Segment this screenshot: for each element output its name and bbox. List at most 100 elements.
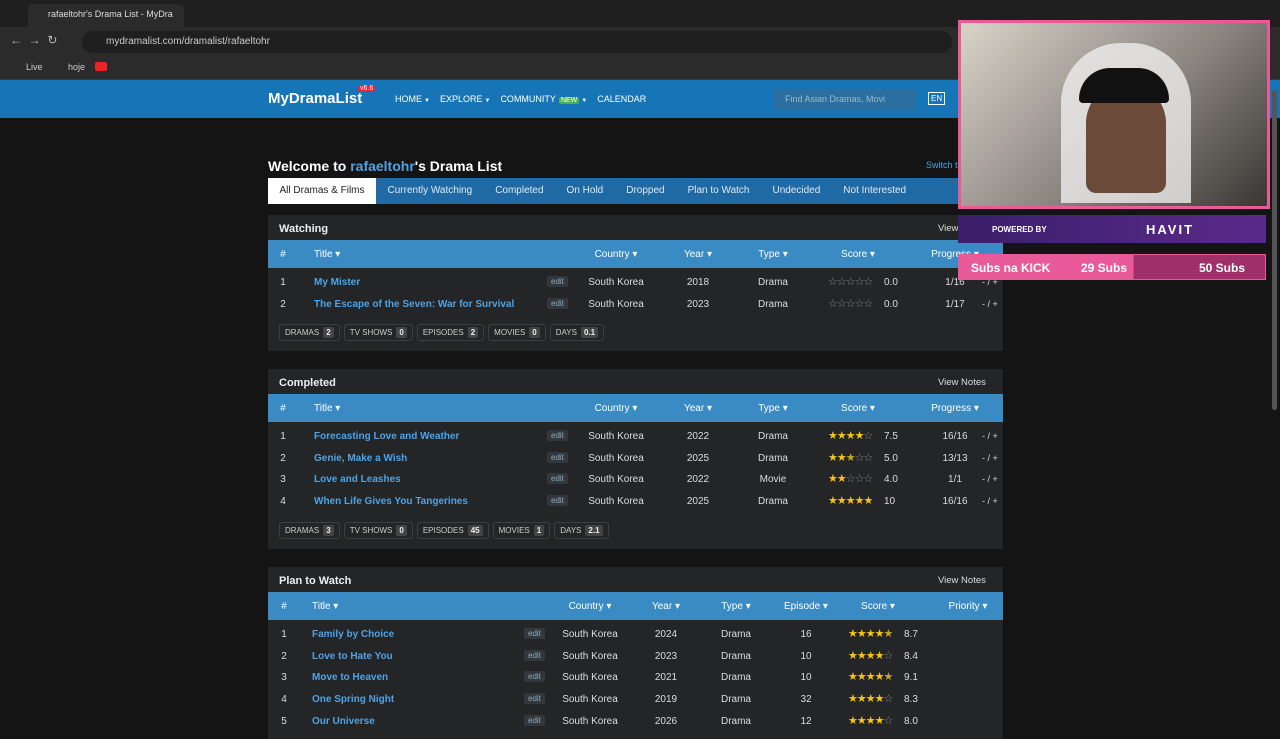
edit-button[interactable]: edit — [524, 649, 545, 661]
cell: 2022 — [686, 474, 710, 486]
star: ★ — [848, 693, 858, 706]
tab[interactable]: Completed — [495, 185, 544, 196]
column-header[interactable]: Title ▾ — [312, 601, 339, 612]
title-link[interactable]: Forecasting Love and Weather — [314, 431, 460, 442]
welcome-prefix: Welcome to — [268, 158, 351, 174]
stat-value: 0.1 — [580, 327, 599, 339]
column-header[interactable]: Year ▾ — [651, 601, 681, 612]
active-tab[interactable]: rafaeltohr's Drama List - MyDra — [28, 4, 184, 27]
cell: 4 — [281, 694, 287, 706]
title-link[interactable]: Genie, Make a Wish — [314, 452, 408, 464]
user[interactable]: rafaeltohr — [350, 158, 415, 174]
title-link[interactable]: The Escape of the Seven: War for Surviva… — [314, 298, 515, 310]
progress-adjust[interactable]: - / + — [982, 431, 998, 441]
title-link[interactable]: Love and Leashes — [314, 474, 401, 486]
column-header[interactable]: Type ▾ — [758, 403, 788, 414]
title-link[interactable]: One Spring Night — [312, 694, 395, 706]
edit-button[interactable]: edit — [547, 430, 568, 441]
stat-label: MOVIES — [494, 328, 526, 338]
nav-label: COMMUNITY — [500, 94, 556, 104]
cell: 2 — [280, 452, 286, 464]
url-field[interactable]: mydramalist.com/dramalist/rafaeltohr — [82, 31, 952, 53]
title-link[interactable]: Our Universe — [312, 715, 375, 727]
column-header[interactable]: Country ▾ — [594, 403, 638, 414]
cell: 16/16 — [942, 431, 968, 442]
column-header[interactable]: Type ▾ — [758, 249, 788, 260]
column-header[interactable]: Year ▾ — [683, 249, 713, 260]
column-header[interactable]: Title ▾ — [314, 249, 341, 260]
column-header[interactable]: Score ▾ — [841, 249, 875, 260]
tab[interactable]: Plan to Watch — [687, 185, 750, 196]
view-notes[interactable]: View Notes — [938, 377, 986, 388]
star: ★ — [848, 649, 858, 662]
star: ☆ — [854, 451, 865, 464]
logo[interactable]: MyDramaList — [268, 90, 363, 107]
nav-item[interactable]: COMMUNITY NEW ▼ — [500, 94, 587, 104]
view-notes[interactable]: View Notes — [938, 575, 986, 586]
progress-adjust[interactable]: - / + — [982, 277, 998, 287]
tab[interactable]: On Hold — [566, 185, 604, 196]
star: ★ — [845, 495, 856, 508]
column-header[interactable]: Score ▾ — [841, 403, 875, 414]
edit-button[interactable]: edit — [547, 297, 568, 309]
bookmark[interactable]: hoje — [68, 62, 86, 72]
nav-item[interactable]: HOME ▼ — [395, 94, 430, 104]
scrollbar[interactable] — [1272, 90, 1277, 410]
edit-button[interactable]: edit — [524, 714, 545, 726]
cell: Drama — [757, 298, 788, 310]
edit-button[interactable]: edit — [524, 693, 545, 705]
tab[interactable]: All Dramas & Films — [268, 178, 377, 204]
title-link[interactable]: Move to Heaven — [312, 672, 389, 684]
score-stars: ★★★★☆ — [848, 714, 893, 727]
progress-adjust[interactable]: - / + — [982, 452, 998, 463]
title-link[interactable]: Family by Choice — [312, 629, 395, 640]
column-header[interactable]: Score ▾ — [861, 601, 895, 612]
column-header[interactable]: Priority ▾ — [948, 601, 988, 612]
tab[interactable]: Undecided — [772, 185, 821, 196]
title-link[interactable]: My Mister — [314, 277, 361, 288]
score: 8.4 — [904, 650, 918, 662]
list-section: Completed View Notes # Title ▾ Country ▾ Year… — [268, 369, 1003, 549]
column-header[interactable]: Country ▾ — [594, 249, 638, 260]
switch-link[interactable]: Switch t — [926, 160, 958, 170]
nav-item[interactable]: CALENDAR — [597, 94, 646, 104]
progress-adjust[interactable]: - / + — [982, 474, 998, 485]
column-header[interactable]: Type ▾ — [721, 601, 751, 612]
score-stars: ☆☆☆☆☆ — [828, 297, 873, 310]
search[interactable]: Find Asian Dramas, Movi — [774, 89, 916, 110]
edit-button[interactable]: edit — [524, 671, 545, 683]
tab-title: rafaeltohr's Drama List - MyDra — [48, 9, 173, 19]
column-header[interactable]: Year ▾ — [683, 403, 713, 414]
sort-caret: ▾ — [704, 249, 713, 260]
title-link[interactable]: When Life Gives You Tangerines — [314, 496, 468, 508]
nav-item[interactable]: EXPLORE ▼ — [440, 94, 490, 104]
sort-caret: ▾ — [867, 403, 875, 414]
column-header: # — [280, 403, 286, 414]
tab[interactable]: Dropped — [626, 185, 665, 196]
title-link[interactable]: Love to Hate You — [312, 650, 393, 662]
edit-button[interactable]: edit — [547, 473, 568, 485]
column-header[interactable]: Episode ▾ — [784, 601, 828, 612]
edit-button[interactable]: edit — [547, 495, 568, 507]
edit-button[interactable]: edit — [524, 628, 545, 639]
cell: 3 — [280, 474, 286, 486]
sub-goal: Subs na KICK 29 Subs 50 Subs — [958, 254, 1266, 280]
star: ★ — [874, 714, 885, 727]
stat-value: 45 — [467, 524, 483, 536]
cell: 2019 — [654, 694, 678, 706]
edit-button[interactable]: edit — [547, 451, 568, 463]
youtube-icon[interactable] — [95, 62, 107, 71]
lang[interactable]: EN — [928, 92, 946, 105]
edit-button[interactable]: edit — [547, 276, 568, 287]
tab[interactable]: Not Interested — [843, 185, 907, 196]
column-header[interactable]: Progress ▾ — [931, 403, 979, 414]
bookmark[interactable]: Live — [26, 62, 43, 72]
column-header[interactable]: Title ▾ — [314, 403, 341, 414]
column-header[interactable]: Country ▾ — [568, 601, 612, 612]
progress-adjust[interactable]: - / + — [982, 298, 998, 309]
cell: 4 — [280, 496, 286, 508]
tab[interactable]: Currently Watching — [387, 185, 473, 196]
star: ★ — [854, 430, 865, 442]
progress-adjust[interactable]: - / + — [982, 496, 998, 507]
